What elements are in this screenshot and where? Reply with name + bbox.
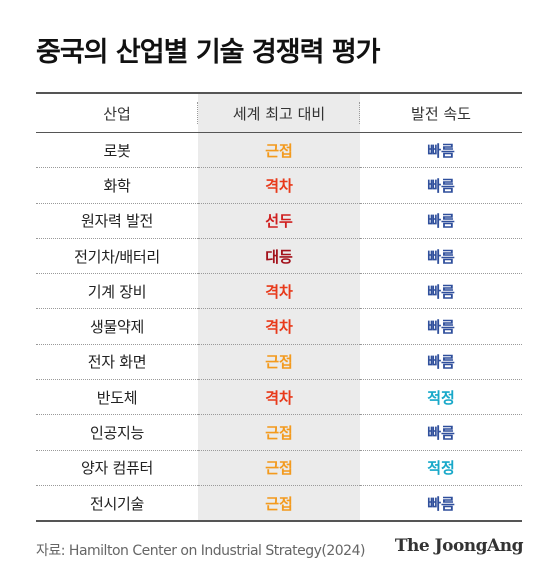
assessment-table: 산업 세계 최고 대비 발전 속도 로봇 근접 빠름 화학 격차 빠름 원자력 발전 선두 빠름… — [36, 92, 522, 523]
speed-cell: 빠름 — [360, 203, 522, 239]
table-row: 원자력 발전 선두 빠름 — [36, 203, 522, 239]
sector-cell: 화학 — [36, 167, 198, 204]
table-row: 화학 격차 빠름 — [36, 167, 522, 204]
table-row: 생물약제 격차 빠름 — [36, 308, 522, 345]
level-cell: 격차 — [198, 273, 360, 310]
sector-cell: 인공지능 — [36, 414, 198, 451]
table-row: 양자 컴퓨터 근접 적정 — [36, 450, 522, 486]
header-divider — [359, 102, 360, 124]
level-cell: 근접 — [198, 450, 360, 486]
sector-cell: 양자 컴퓨터 — [36, 450, 198, 486]
column-header-level: 세계 최고 대비 — [198, 92, 360, 133]
level-cell: 격차 — [198, 379, 360, 416]
level-cell: 격차 — [198, 167, 360, 204]
sector-cell: 원자력 발전 — [36, 203, 198, 239]
speed-cell: 빠름 — [360, 308, 522, 345]
table-row: 전자 화면 근접 빠름 — [36, 344, 522, 381]
table-row: 기계 장비 격차 빠름 — [36, 273, 522, 310]
table-row: 로봇 근접 빠름 — [36, 132, 522, 169]
speed-cell: 빠름 — [360, 132, 522, 169]
sector-cell: 생물약제 — [36, 308, 198, 345]
sector-cell: 반도체 — [36, 379, 198, 416]
speed-cell: 빠름 — [360, 414, 522, 451]
publisher-logo: The JoongAng — [394, 536, 524, 556]
chart-title: 중국의 산업별 기술 경쟁력 평가 — [36, 37, 381, 68]
sector-cell: 기계 장비 — [36, 273, 198, 310]
table-row: 인공지능 근접 빠름 — [36, 414, 522, 451]
level-cell: 근접 — [198, 414, 360, 451]
column-header-sector: 산업 — [36, 92, 198, 133]
source-note: 자료: Hamilton Center on Industrial Strate… — [36, 543, 365, 559]
speed-cell: 빠름 — [360, 167, 522, 204]
speed-cell: 빠름 — [360, 485, 522, 523]
level-cell: 대등 — [198, 238, 360, 275]
sector-cell: 전시기술 — [36, 485, 198, 523]
level-cell: 근접 — [198, 344, 360, 381]
level-cell: 선두 — [198, 203, 360, 239]
speed-cell: 빠름 — [360, 273, 522, 310]
table-row: 전시기술 근접 빠름 — [36, 485, 522, 523]
level-cell: 근접 — [198, 132, 360, 169]
table-row: 반도체 격차 적정 — [36, 379, 522, 416]
table-row: 전기차/배터리 대등 빠름 — [36, 238, 522, 275]
level-cell: 격차 — [198, 308, 360, 345]
speed-cell: 적정 — [360, 379, 522, 416]
speed-cell: 빠름 — [360, 344, 522, 381]
speed-cell: 적정 — [360, 450, 522, 486]
sector-cell: 전자 화면 — [36, 344, 198, 381]
speed-cell: 빠름 — [360, 238, 522, 275]
header-divider — [197, 102, 198, 124]
level-cell: 근접 — [198, 485, 360, 523]
sector-cell: 로봇 — [36, 132, 198, 169]
table-header-row: 산업 세계 최고 대비 발전 속도 — [36, 92, 522, 133]
column-header-speed: 발전 속도 — [360, 92, 522, 133]
sector-cell: 전기차/배터리 — [36, 238, 198, 275]
table-body: 로봇 근접 빠름 화학 격차 빠름 원자력 발전 선두 빠름 전기차/배터리 대등 빠름 기계 장비 격차… — [36, 132, 522, 523]
